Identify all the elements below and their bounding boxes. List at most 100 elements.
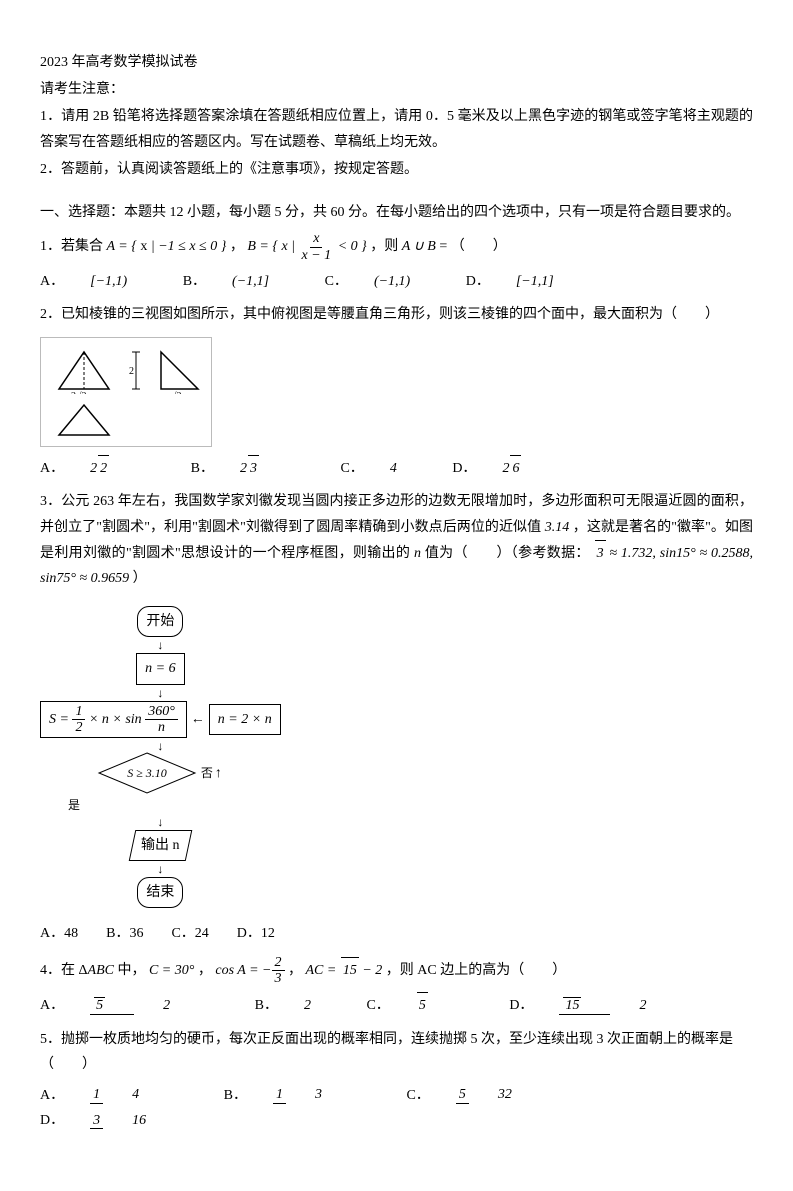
q2-opt-c: 4 <box>390 456 397 481</box>
arrow-icon: ↓ <box>157 816 163 828</box>
q1-set-a: A = { x | −1 ≤ x ≤ 0 } <box>107 234 227 259</box>
q5-opt-a-label: A． <box>40 1083 64 1108</box>
q1-opt-d-label: D． <box>466 269 490 294</box>
q2-opt-d: 26 <box>502 455 547 481</box>
q1-opt-c: (−1,1) <box>374 269 410 294</box>
q1-opt-b-label: B． <box>183 269 206 294</box>
q1-b-num: x <box>310 231 322 247</box>
flow-yes: 是 <box>68 795 80 817</box>
q4-c: C = 30° <box>149 963 194 978</box>
question-5: 5．抛掷一枚质地均匀的硬币，每次正反面出现的概率相同，连续抛掷 5 次，至少连续… <box>40 1027 753 1077</box>
q5-opt-b-num: 1 <box>273 1087 286 1103</box>
q2-three-views: 2√2 2 √2 <box>40 337 212 447</box>
q4-cosa: cos A = −23 <box>215 955 284 987</box>
q1-comma1: ， <box>230 239 244 254</box>
q4-opt-c-label: C． <box>366 993 389 1018</box>
q5-options: A． 1 4 B． 1 3 C． 5 32 D． 3 16 <box>40 1083 753 1133</box>
q4-options: A．52 B．2 C．5 D．152 <box>40 992 753 1018</box>
q3-options: A．48 B．36 C．24 D．12 <box>40 921 753 946</box>
flow-s-num2: 360° <box>145 704 178 720</box>
q4-ac: AC = 15 − 2 <box>306 963 383 978</box>
q2-opt-d-label: D． <box>452 456 476 481</box>
svg-text:2: 2 <box>129 366 134 377</box>
flow-update: n = 2 × n <box>209 704 281 735</box>
svg-text:√2: √2 <box>171 391 182 394</box>
q4-tail: ，则 AC 边上的高为（ ） <box>386 963 566 978</box>
flow-output-text: 输出 n <box>141 833 180 858</box>
q5-opt-c-num: 5 <box>456 1087 469 1103</box>
q5-opt-d-label: D． <box>40 1108 64 1133</box>
q4-opt-d-num: 15 <box>559 997 610 1014</box>
q4-opt-b-label: B． <box>255 993 278 1018</box>
arrow-left-icon: ← <box>191 707 205 732</box>
notice-1: 1．请用 2B 铅笔将选择题答案涂填在答题纸相应位置上，请用 0．5 毫米及以上… <box>40 104 753 154</box>
q4-opt-a-label: A． <box>40 993 64 1018</box>
q2-opt-a: 22 <box>90 455 135 481</box>
q1-b-den: x − 1 <box>299 248 335 263</box>
flow-output: 输出 n <box>129 830 192 861</box>
arrow-up-icon: ↑ <box>215 761 222 786</box>
question-2: 2．已知棱锥的三视图如图所示，其中俯视图是等腰直角三角形，则该三棱锥的四个面中，… <box>40 302 753 327</box>
q5-opt-d-den: 16 <box>129 1113 149 1128</box>
q5-opt-b-label: B． <box>224 1083 247 1108</box>
q1-opt-a-label: A． <box>40 269 64 294</box>
flow-end: 结束 <box>137 877 183 908</box>
arrow-icon: ↓ <box>157 863 163 875</box>
flow-s-num1: 1 <box>72 704 85 720</box>
q1-opt-a: [−1,1) <box>90 269 127 294</box>
q5-opt-a-num: 1 <box>90 1087 103 1103</box>
question-4: 4．在 ΔABC 中， C = 30° ， cos A = −23 ， AC =… <box>40 955 753 987</box>
q2-top-view <box>49 400 119 440</box>
q5-opt-a-den: 4 <box>129 1087 142 1102</box>
q1-set-b: B = { x | xx − 1 < 0 } <box>247 231 366 263</box>
q4-opt-a-num: 5 <box>90 997 134 1014</box>
notice-2: 2．答题前，认真阅读答题纸上的《注意事项》，按规定答题。 <box>40 157 753 182</box>
question-3: 3．公元 263 年左右，我国数学家刘徽发现当圆内接正多边形的边数无限增加时，多… <box>40 489 753 591</box>
flow-s-mid: × n × sin <box>89 712 142 727</box>
q3-text-d: ） <box>133 571 147 586</box>
q4-opt-c: 5 <box>416 992 454 1018</box>
q1-prefix: 1．若集合 <box>40 239 103 254</box>
q3-flowchart: 开始 ↓ n = 6 ↓ S = 12 × n × sin 360°n ← n … <box>40 603 281 911</box>
flow-s-left: S = <box>49 712 69 727</box>
q4-mid1: 中， <box>117 963 145 978</box>
q2-opt-c-label: C． <box>340 456 363 481</box>
q1-options: A． [−1,1) B． (−1,1] C． (−1,1) D． [−1,1] <box>40 269 753 294</box>
q2-height-marker: 2 <box>129 344 143 394</box>
svg-text:2√2: 2√2 <box>71 391 87 394</box>
q4-cosa-num: 2 <box>272 955 285 971</box>
q5-opt-c-den: 32 <box>495 1087 515 1102</box>
q4-opt-b: 2 <box>304 993 311 1018</box>
q2-opt-a-label: A． <box>40 456 64 481</box>
q2-side-view: √2 <box>153 344 203 394</box>
q3-text-c: 值为（ ）（参考数据： <box>425 546 590 561</box>
q1-opt-d: [−1,1] <box>516 269 554 294</box>
q1-opt-c-label: C． <box>325 269 348 294</box>
q5-opt-c-label: C． <box>406 1083 429 1108</box>
section-1-head: 一、选择题：本题共 12 小题，每小题 5 分，共 60 分。在每小题给出的四个… <box>40 200 753 225</box>
q4-cosa-den: 3 <box>272 971 285 986</box>
flow-start: 开始 <box>137 606 183 637</box>
exam-title: 2023 年高考数学模拟试卷 <box>40 50 753 75</box>
q5-opt-b-den: 3 <box>312 1087 325 1102</box>
question-1: 1．若集合 A = { x | −1 ≤ x ≤ 0 } ， B = { x |… <box>40 231 753 263</box>
q4-comma2: ， <box>288 963 302 978</box>
q2-opt-b: 23 <box>240 455 285 481</box>
q4-opt-d-label: D． <box>509 993 533 1018</box>
svg-text:S ≥ 3.10: S ≥ 3.10 <box>127 766 167 780</box>
q2-opt-b-label: B． <box>191 456 214 481</box>
q5-opt-d-num: 3 <box>90 1113 103 1129</box>
q4-opt-d-den: 2 <box>636 998 649 1013</box>
q4-prefix: 4．在 Δ <box>40 963 88 978</box>
flow-init: n = 6 <box>136 653 184 684</box>
q4-comma1: ， <box>198 963 212 978</box>
flow-decision: S ≥ 3.10 <box>97 751 197 795</box>
q1-union: A ∪ B <box>402 239 436 254</box>
q2-front-view: 2√2 <box>49 344 119 394</box>
q1-equals: = （ ） <box>439 239 506 254</box>
q1-opt-b: (−1,1] <box>232 269 269 294</box>
flow-s-den2: n <box>155 720 168 735</box>
flow-s-expr: S = 12 × n × sin 360°n <box>40 701 187 739</box>
arrow-icon: ↓ <box>157 639 163 651</box>
q3-pi: 3.14 <box>545 520 570 535</box>
